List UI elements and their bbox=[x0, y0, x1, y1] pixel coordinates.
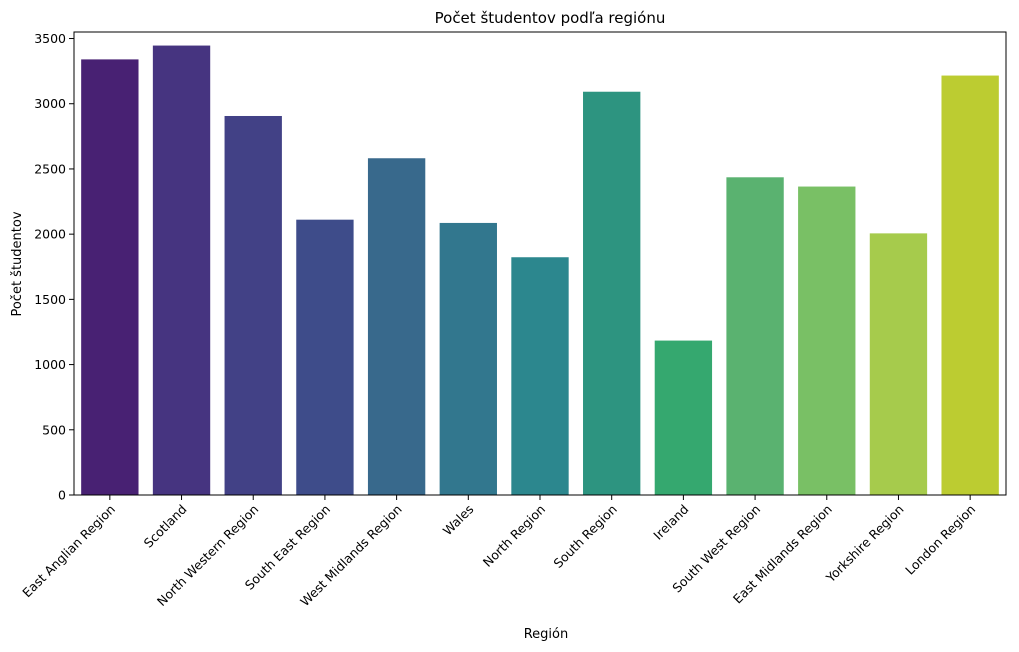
x-axis-label: Región bbox=[524, 627, 569, 642]
bar-6 bbox=[511, 257, 569, 495]
bar-11 bbox=[869, 233, 928, 495]
x-tick-label-5: Wales bbox=[440, 502, 477, 539]
y-tick-label-3: 1500 bbox=[34, 292, 66, 307]
bar-0 bbox=[81, 59, 139, 495]
y-tick-label-5: 2500 bbox=[34, 161, 66, 176]
chart-title: Počet študentov podľa regiónu bbox=[435, 9, 666, 27]
y-tick-label-2: 1000 bbox=[34, 357, 66, 372]
x-tick-label-6: North Region bbox=[480, 502, 548, 570]
x-tick-label-8: Ireland bbox=[650, 502, 691, 543]
bar-8 bbox=[654, 340, 713, 495]
bar-12 bbox=[941, 75, 999, 495]
y-tick-label-7: 3500 bbox=[34, 31, 66, 46]
bar-10 bbox=[798, 186, 856, 496]
bar-5 bbox=[439, 222, 497, 495]
bar-4 bbox=[367, 158, 426, 495]
bar-3 bbox=[296, 219, 354, 495]
plot-frame bbox=[73, 31, 1007, 496]
bar-7 bbox=[583, 91, 641, 495]
y-axis-label: Počet študentov bbox=[10, 211, 25, 316]
bar-1 bbox=[152, 45, 211, 496]
bar-9 bbox=[726, 177, 784, 496]
bar-2 bbox=[224, 115, 282, 496]
x-tick-label-0: East Anglian Region bbox=[19, 502, 118, 601]
x-tick-label-1: Scotland bbox=[141, 502, 190, 551]
plot-area: 0 500 1000 1500 2000 2500 3000 3500 East Anglian… bbox=[19, 31, 1007, 609]
x-tick-label-11: Yorkshire Region bbox=[822, 502, 906, 586]
y-tick-label-6: 3000 bbox=[34, 96, 66, 111]
y-tick-label-1: 500 bbox=[42, 422, 66, 437]
x-tick-label-12: London Region bbox=[902, 502, 978, 578]
y-tick-label-0: 0 bbox=[58, 488, 66, 503]
y-tick-label-4: 2000 bbox=[34, 227, 66, 242]
x-tick-label-7: South Region bbox=[550, 502, 619, 571]
